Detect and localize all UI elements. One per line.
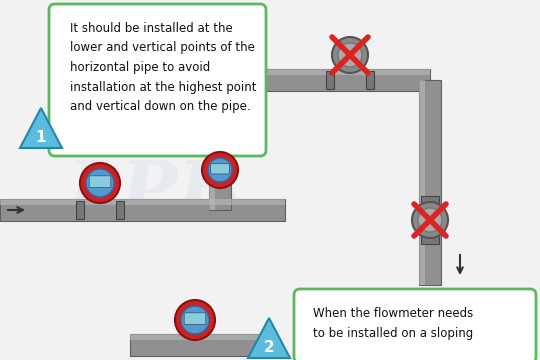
- FancyBboxPatch shape: [294, 289, 536, 360]
- Circle shape: [412, 202, 448, 238]
- Circle shape: [175, 300, 215, 340]
- Text: 1: 1: [36, 130, 46, 145]
- Text: When the flowmeter needs
to be installed on a sloping: When the flowmeter needs to be installed…: [313, 307, 473, 339]
- Bar: [421, 236, 439, 244]
- Bar: [366, 71, 374, 89]
- Bar: [209, 80, 214, 210]
- Bar: [209, 80, 231, 210]
- FancyBboxPatch shape: [89, 176, 111, 188]
- Circle shape: [208, 158, 232, 182]
- Bar: [76, 201, 84, 219]
- FancyBboxPatch shape: [184, 313, 206, 324]
- FancyBboxPatch shape: [211, 163, 229, 174]
- Bar: [130, 334, 260, 356]
- Bar: [326, 71, 334, 89]
- Polygon shape: [248, 318, 290, 358]
- FancyBboxPatch shape: [49, 4, 266, 156]
- Text: It should be installed at the
lower and vertical points of the
horizontal pipe t: It should be installed at the lower and …: [70, 22, 256, 113]
- Bar: [220, 69, 430, 91]
- Circle shape: [332, 37, 368, 73]
- Polygon shape: [20, 108, 62, 148]
- Bar: [116, 201, 124, 219]
- Circle shape: [338, 43, 362, 67]
- Bar: [0, 199, 285, 204]
- Text: LPB: LPB: [67, 158, 243, 232]
- Circle shape: [80, 163, 120, 203]
- Circle shape: [418, 208, 442, 232]
- Bar: [419, 80, 424, 285]
- Bar: [419, 80, 441, 285]
- Text: 2: 2: [264, 341, 274, 356]
- Bar: [0, 199, 285, 221]
- Circle shape: [202, 152, 238, 188]
- Bar: [220, 69, 430, 75]
- Bar: [421, 196, 439, 204]
- Circle shape: [181, 306, 209, 334]
- Bar: [130, 334, 260, 339]
- Circle shape: [86, 169, 114, 197]
